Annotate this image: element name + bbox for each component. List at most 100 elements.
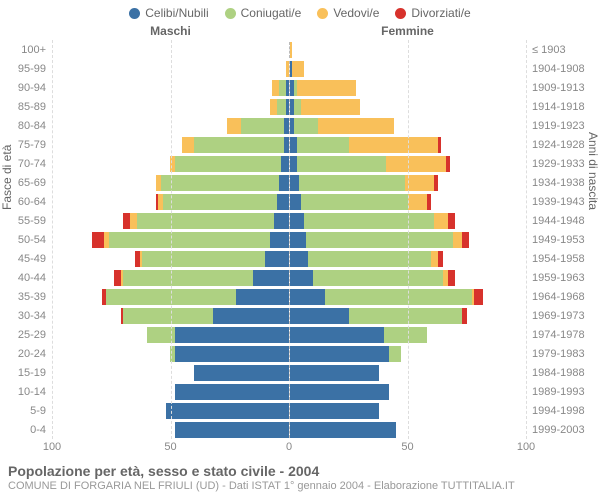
- bar-segment: [297, 156, 387, 172]
- bar-segment: [123, 270, 253, 286]
- legend-swatch: [317, 8, 328, 19]
- age-label: 20-24: [8, 348, 52, 360]
- bar-segment: [448, 270, 455, 286]
- male-bar: [52, 80, 289, 96]
- bar-segment: [453, 232, 462, 248]
- bar-segment: [265, 251, 289, 267]
- bar-pair: [52, 213, 526, 229]
- bar-segment: [175, 384, 289, 400]
- legend-label: Divorziati/e: [411, 6, 470, 20]
- legend-item: Divorziati/e: [395, 6, 470, 20]
- bar-segment: [290, 403, 380, 419]
- bar-segment: [123, 308, 213, 324]
- age-label: 50-54: [8, 234, 52, 246]
- bar-segment: [290, 327, 385, 343]
- bar-segment: [274, 213, 288, 229]
- bar-segment: [279, 80, 286, 96]
- legend-item: Vedovi/e: [317, 6, 379, 20]
- x-tick-label: 100: [43, 441, 61, 453]
- pyramid-row: 25-291974-1978: [8, 325, 592, 344]
- pyramid-row: 10-141989-1993: [8, 382, 592, 401]
- bar-pair: [52, 61, 526, 77]
- bar-segment: [290, 365, 380, 381]
- bar-segment: [290, 270, 314, 286]
- bar-segment: [408, 194, 427, 210]
- bar-segment: [279, 175, 288, 191]
- bar-segment: [175, 156, 281, 172]
- bar-segment: [290, 384, 389, 400]
- bar-pair: [52, 346, 526, 362]
- bar-pair: [52, 384, 526, 400]
- male-bar: [52, 175, 289, 191]
- x-axis: 10050050100: [8, 441, 592, 457]
- female-bar: [289, 422, 527, 438]
- bar-segment: [431, 251, 438, 267]
- bar-segment: [290, 232, 307, 248]
- bar-segment: [290, 422, 396, 438]
- pyramid-row: 40-441959-1963: [8, 268, 592, 287]
- bar-segment: [325, 289, 472, 305]
- pyramid-row: 95-991904-1908: [8, 59, 592, 78]
- age-label: 100+: [8, 44, 52, 56]
- pyramid-row: 65-69 1934-1938: [8, 173, 592, 192]
- bar-pair: [52, 308, 526, 324]
- legend-swatch: [129, 8, 140, 19]
- bar-pair: [52, 80, 526, 96]
- male-bar: [52, 42, 289, 58]
- female-bar: [289, 194, 527, 210]
- footer-title: Popolazione per età, sesso e stato civil…: [8, 463, 592, 479]
- birth-year-label: 1934-1938: [526, 177, 592, 189]
- bar-segment: [301, 194, 407, 210]
- bar-pair: [52, 99, 526, 115]
- age-label: 60-64: [8, 196, 52, 208]
- legend-label: Vedovi/e: [333, 6, 379, 20]
- bar-pair: [52, 232, 526, 248]
- bar-segment: [318, 118, 394, 134]
- bar-segment: [434, 213, 448, 229]
- bar-segment: [438, 251, 443, 267]
- female-bar: [289, 137, 527, 153]
- age-label: 55-59: [8, 215, 52, 227]
- bar-pair: [52, 270, 526, 286]
- male-bar: [52, 289, 289, 305]
- pyramid-row: 15-191984-1988: [8, 363, 592, 382]
- female-bar: [289, 99, 527, 115]
- legend-item: Coniugati/e: [225, 6, 302, 20]
- bar-segment: [434, 175, 439, 191]
- legend-label: Celibi/Nubili: [145, 6, 208, 20]
- birth-year-label: 1914-1918: [526, 101, 592, 113]
- female-header: Femmine: [289, 24, 526, 38]
- birth-year-label: 1984-1988: [526, 367, 592, 379]
- male-bar: [52, 137, 289, 153]
- bar-segment: [299, 175, 405, 191]
- bar-segment: [194, 137, 284, 153]
- left-axis-title: Fasce di età: [0, 144, 14, 209]
- bar-segment: [270, 99, 277, 115]
- bar-segment: [142, 251, 265, 267]
- bar-segment: [306, 232, 453, 248]
- pyramid-row: 50-54 1949-1953: [8, 230, 592, 249]
- pyramid-row: 90-941909-1913: [8, 78, 592, 97]
- birth-year-label: 1974-1978: [526, 329, 592, 341]
- footer-subtitle: COMUNE DI FORGARIA NEL FRIULI (UD) - Dat…: [8, 480, 592, 492]
- birth-year-label: 1949-1953: [526, 234, 592, 246]
- population-pyramid-chart: Celibi/Nubili Coniugati/e Vedovi/e Divorzia…: [0, 0, 600, 492]
- female-bar: [289, 118, 527, 134]
- bar-pair: [52, 175, 526, 191]
- bar-segment: [386, 156, 445, 172]
- bar-segment: [290, 137, 297, 153]
- bar-pair: [52, 251, 526, 267]
- age-label: 35-39: [8, 291, 52, 303]
- bar-segment: [290, 156, 297, 172]
- bar-pair: [52, 327, 526, 343]
- age-label: 90-94: [8, 82, 52, 94]
- age-label: 65-69: [8, 177, 52, 189]
- legend: Celibi/Nubili Coniugati/e Vedovi/e Divorzia…: [8, 6, 592, 20]
- legend-swatch: [225, 8, 236, 19]
- bar-segment: [349, 137, 439, 153]
- bar-segment: [349, 308, 463, 324]
- bar-segment: [241, 118, 284, 134]
- female-bar: [289, 384, 527, 400]
- bar-segment: [290, 42, 292, 58]
- x-tick-label: 50: [164, 441, 176, 453]
